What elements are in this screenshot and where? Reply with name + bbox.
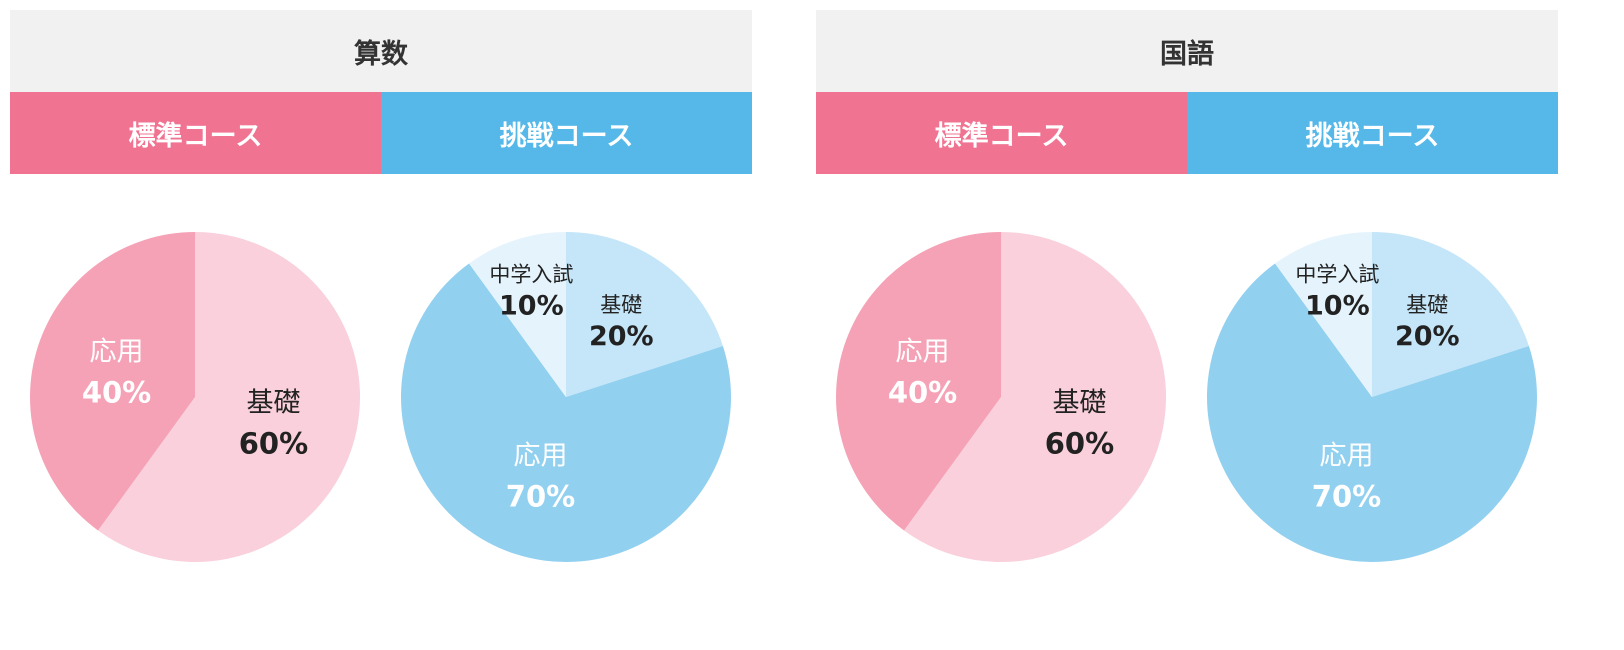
- slice-value-label: 60%: [239, 426, 308, 460]
- slice-label: 中学入試: [489, 262, 573, 286]
- slice-label: 応用: [514, 440, 568, 471]
- tab-standard-course[interactable]: 標準コース: [10, 92, 381, 174]
- pie-slice: [836, 232, 1001, 531]
- pie-slice: [1275, 232, 1372, 397]
- pie-charts: 基礎 60% 応用 40% 基礎 20% 応用 70% 中学入試 10%: [816, 230, 1558, 580]
- slice-value-label: 40%: [82, 376, 151, 410]
- slice-value-label: 20%: [1395, 321, 1460, 352]
- subject-title: 算数: [10, 10, 752, 92]
- tab-standard-course[interactable]: 標準コース: [816, 92, 1187, 174]
- pie-slice: [98, 232, 361, 562]
- slice-value-label: 60%: [1045, 426, 1114, 460]
- pie-slice: [469, 232, 566, 397]
- slice-label: 中学入試: [1295, 262, 1379, 286]
- pie-charts: 基礎 60% 応用 40% 基礎 20% 応用 70% 中学入試 10%: [10, 230, 752, 580]
- standard-course-pie-chart: 基礎 60% 応用 40%: [836, 232, 1167, 562]
- course-tabs: 標準コース 挑戦コース: [816, 92, 1558, 174]
- slice-label: 応用: [90, 337, 144, 368]
- pie-slice: [30, 232, 195, 531]
- pie-slice: [401, 263, 731, 562]
- japanese-panel: 国語 標準コース 挑戦コース 基礎 60% 応用 40% 基礎 20% 応用 70% 中学入試…: [816, 10, 1558, 562]
- slice-value-label: 40%: [888, 376, 957, 410]
- slice-label: 応用: [896, 337, 950, 368]
- slice-label: 基礎: [246, 387, 300, 418]
- pie-slice: [566, 232, 723, 397]
- subject-title: 国語: [816, 10, 1558, 92]
- slice-value-label: 10%: [1305, 290, 1370, 321]
- slice-value-label: 20%: [589, 321, 654, 352]
- slice-label: 基礎: [1406, 293, 1448, 317]
- slice-label: 基礎: [1052, 387, 1106, 418]
- pie-slice: [904, 232, 1167, 562]
- course-tabs: 標準コース 挑戦コース: [10, 92, 752, 174]
- slice-label: 応用: [1320, 440, 1374, 471]
- math-panel: 算数 標準コース 挑戦コース 基礎 60% 応用 40% 基礎 20% 応用 70% 中学入試…: [10, 10, 752, 562]
- slice-value-label: 10%: [499, 290, 564, 321]
- standard-course-pie-chart: 基礎 60% 応用 40%: [30, 232, 361, 562]
- slice-value-label: 70%: [506, 479, 575, 513]
- tab-challenge-course[interactable]: 挑戦コース: [381, 92, 752, 174]
- pie-slice: [1207, 263, 1537, 562]
- tab-challenge-course[interactable]: 挑戦コース: [1187, 92, 1558, 174]
- challenge-course-pie-chart: 基礎 20% 応用 70% 中学入試 10%: [1207, 232, 1537, 562]
- pie-slice: [1372, 232, 1529, 397]
- slice-label: 基礎: [600, 293, 642, 317]
- challenge-course-pie-chart: 基礎 20% 応用 70% 中学入試 10%: [401, 232, 731, 562]
- slice-value-label: 70%: [1312, 479, 1381, 513]
